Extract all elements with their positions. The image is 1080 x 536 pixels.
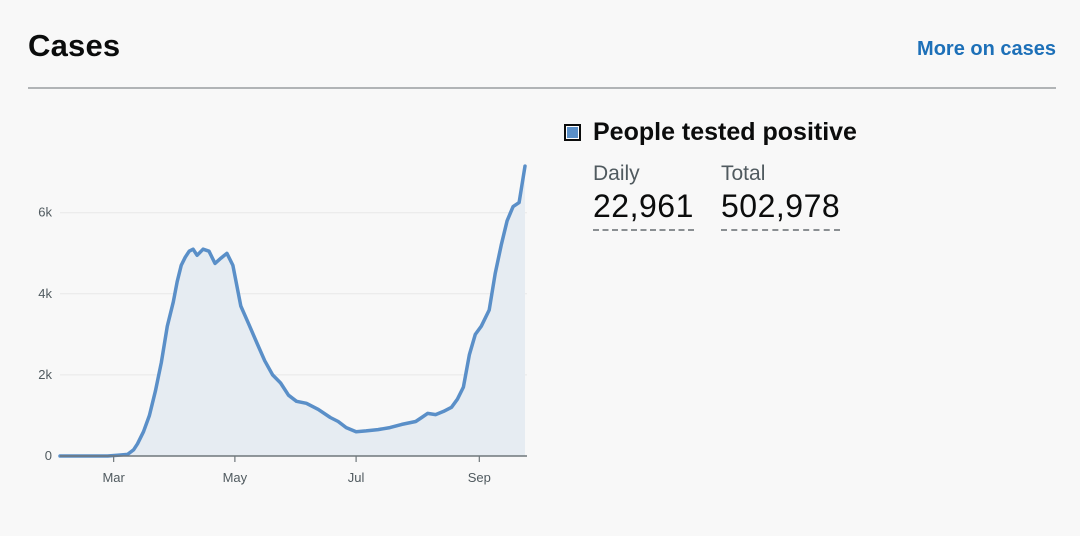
more-on-cases-link[interactable]: More on cases [917,38,1056,60]
series-area-fill [60,166,525,456]
y-tick-label: 6k [38,205,52,220]
legend-swatch-fill [567,127,578,138]
y-axis-ticks: 0 2k 4k 6k [38,205,52,463]
series-line [58,164,527,458]
gridlines [60,212,527,376]
daily-stat: Daily 22,961 [593,162,694,231]
cases-area-chart: 0 2k 4k 6k Mar May Jul Sep [38,164,527,485]
total-label: Total [721,162,766,185]
x-tick-label: Mar [102,470,125,485]
daily-label: Daily [593,162,640,185]
total-stat: Total 502,978 [721,162,841,231]
y-tick-label: 2k [38,367,52,382]
y-tick-label: 4k [38,286,52,301]
total-value[interactable]: 502,978 [721,188,841,231]
x-tick-label: Jul [348,470,365,485]
x-axis-ticks: Mar May Jul Sep [102,456,491,485]
y-tick-label: 0 [45,448,52,463]
header-divider [28,87,1056,89]
legend: People tested positive [564,118,857,147]
legend-label: People tested positive [593,118,857,146]
legend-swatch[interactable] [564,124,581,141]
page-title: Cases [28,28,121,63]
x-tick-label: Sep [468,470,491,485]
x-tick-label: May [223,470,248,485]
daily-value[interactable]: 22,961 [593,188,694,231]
